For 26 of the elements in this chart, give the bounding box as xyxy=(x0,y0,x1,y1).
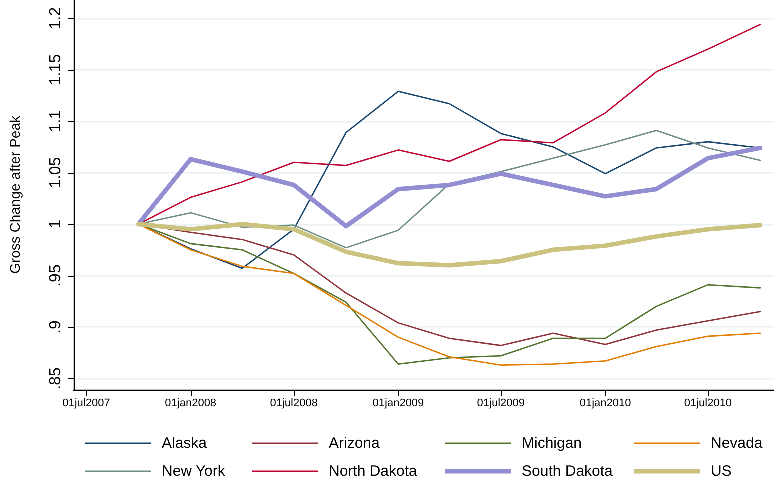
x-tick-label: 01jul2010 xyxy=(684,398,732,410)
legend-label: Michigan xyxy=(522,435,582,452)
legend-label: South Dakota xyxy=(522,463,614,480)
y-tick-label: .9 xyxy=(48,320,64,334)
x-tick-label: 01jan2008 xyxy=(165,398,217,410)
line-series xyxy=(136,146,763,229)
y-tick-label: 1 xyxy=(48,220,64,229)
y-tick-label: .85 xyxy=(48,367,64,390)
legend-label: New York xyxy=(162,463,226,480)
y-tick-label: 1.15 xyxy=(48,54,64,86)
x-tick-label: 01jul2009 xyxy=(477,398,526,410)
y-tick-label: .95 xyxy=(48,264,64,287)
line-series xyxy=(136,222,763,268)
y-tick-label: 1.1 xyxy=(48,110,64,133)
y-tick-label: 1.2 xyxy=(48,7,64,30)
y-axis-title: Gross Change after Peak xyxy=(7,115,23,274)
x-tick-label: 01jul2007 xyxy=(62,398,110,410)
x-tick-label: 01jan2010 xyxy=(580,398,632,410)
legend-label: US xyxy=(711,463,732,480)
y-tick-label: 1.05 xyxy=(48,157,64,188)
legend-label: Arizona xyxy=(329,435,381,452)
legend-label: Nevada xyxy=(711,435,764,452)
legend-label: North Dakota xyxy=(329,463,418,480)
x-tick-label: 01jan2009 xyxy=(372,398,424,410)
legend-label: Alaska xyxy=(162,435,208,452)
x-tick-label: 01jul2008 xyxy=(270,398,318,410)
